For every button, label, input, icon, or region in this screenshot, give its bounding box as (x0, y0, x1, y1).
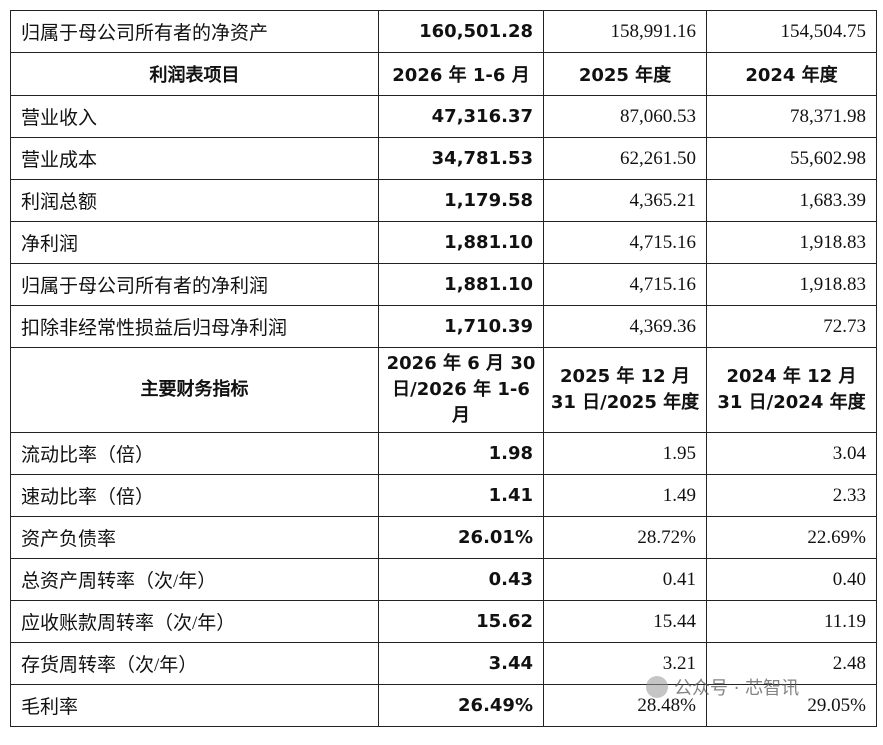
cell: 78,371.98 (706, 95, 877, 138)
cell: 2025 年度 (543, 52, 707, 96)
cell: 2026 年 6 月 30 日/2026 年 1-6 月 (378, 347, 544, 433)
cell: 0.43 (378, 558, 544, 601)
cell: 22.69% (706, 516, 877, 559)
cell: 归属于母公司所有者的净资产 (10, 10, 379, 53)
header-row: 利润表项目 2026 年 1-6 月 2025 年度 2024 年度 (10, 52, 877, 96)
watermark-text: 公众号 · 芯智讯 (674, 678, 800, 699)
table-row: 毛利率 26.49% 28.48% 29.05% (10, 684, 877, 727)
table-row: 归属于母公司所有者的净利润 1,881.10 4,715.16 1,918.83 (10, 263, 877, 306)
cell: 1,918.83 (706, 221, 877, 264)
table-body: 归属于母公司所有者的净资产 160,501.28 158,991.16 154,504… (10, 10, 877, 727)
cell: 1,683.39 (706, 179, 877, 222)
table-row: 利润总额 1,179.58 4,365.21 1,683.39 (10, 179, 877, 222)
table-row: 营业成本 34,781.53 62,261.50 55,602.98 (10, 137, 877, 180)
cell: 资产负债率 (10, 516, 379, 559)
cell: 总资产周转率（次/年） (10, 558, 379, 601)
cell: 存货周转率（次/年） (10, 642, 379, 685)
cell: 55,602.98 (706, 137, 877, 180)
cell: 15.62 (378, 600, 544, 643)
cell: 0.40 (706, 558, 877, 601)
cell: 2026 年 1-6 月 (378, 52, 544, 96)
cell: 1.49 (543, 474, 707, 517)
financial-table: 归属于母公司所有者的净资产 160,501.28 158,991.16 154,504… (10, 10, 877, 727)
cell: 速动比率（倍） (10, 474, 379, 517)
table-row: 流动比率（倍） 1.98 1.95 3.04 (10, 432, 877, 475)
cell: 87,060.53 (543, 95, 707, 138)
cell: 34,781.53 (378, 137, 544, 180)
cell: 2024 年 12 月 31 日/2024 年度 (706, 347, 877, 433)
cell: 流动比率（倍） (10, 432, 379, 475)
cell: 72.73 (706, 305, 877, 348)
cell: 营业成本 (10, 137, 379, 180)
cell: 160,501.28 (378, 10, 544, 53)
cell: 3.04 (706, 432, 877, 475)
table-row: 资产负债率 26.01% 28.72% 22.69% (10, 516, 877, 559)
table-row: 扣除非经常性损益后归母净利润 1,710.39 4,369.36 72.73 (10, 305, 877, 348)
cell: 主要财务指标 (10, 347, 379, 433)
table-row: 归属于母公司所有者的净资产 160,501.28 158,991.16 154,504… (10, 10, 877, 53)
header-row: 主要财务指标 2026 年 6 月 30 日/2026 年 1-6 月 2025 年… (10, 347, 877, 433)
cell: 154,504.75 (706, 10, 877, 53)
cell: 3.44 (378, 642, 544, 685)
cell: 1.98 (378, 432, 544, 475)
watermark-icon (646, 676, 668, 698)
cell: 0.41 (543, 558, 707, 601)
table-row: 净利润 1,881.10 4,715.16 1,918.83 (10, 221, 877, 264)
table-row: 速动比率（倍） 1.41 1.49 2.33 (10, 474, 877, 517)
cell: 62,261.50 (543, 137, 707, 180)
table-row: 应收账款周转率（次/年） 15.62 15.44 11.19 (10, 600, 877, 643)
cell: 2.33 (706, 474, 877, 517)
cell: 1,710.39 (378, 305, 544, 348)
cell: 29.05% (706, 684, 877, 727)
cell: 1,881.10 (378, 221, 544, 264)
table-row: 存货周转率（次/年） 3.44 3.21 2.48 (10, 642, 877, 685)
cell: 利润表项目 (10, 52, 379, 96)
cell: 158,991.16 (543, 10, 707, 53)
cell: 26.01% (378, 516, 544, 559)
cell: 毛利率 (10, 684, 379, 727)
cell: 1,881.10 (378, 263, 544, 306)
cell: 15.44 (543, 600, 707, 643)
cell: 2024 年度 (706, 52, 877, 96)
cell: 4,365.21 (543, 179, 707, 222)
cell: 净利润 (10, 221, 379, 264)
cell: 2.48 (706, 642, 877, 685)
cell: 11.19 (706, 600, 877, 643)
cell: 2025 年 12 月 31 日/2025 年度 (543, 347, 707, 433)
cell: 4,715.16 (543, 263, 707, 306)
cell: 26.49% (378, 684, 544, 727)
watermark: 公众号 · 芯智讯 (646, 674, 799, 700)
table-row: 营业收入 47,316.37 87,060.53 78,371.98 (10, 95, 877, 138)
cell: 归属于母公司所有者的净利润 (10, 263, 379, 306)
cell: 47,316.37 (378, 95, 544, 138)
cell: 28.72% (543, 516, 707, 559)
cell: 营业收入 (10, 95, 379, 138)
cell: 1,918.83 (706, 263, 877, 306)
cell: 扣除非经常性损益后归母净利润 (10, 305, 379, 348)
cell: 应收账款周转率（次/年） (10, 600, 379, 643)
cell: 28.48% (543, 684, 707, 727)
cell: 1.41 (378, 474, 544, 517)
cell: 4,715.16 (543, 221, 707, 264)
table-row: 总资产周转率（次/年） 0.43 0.41 0.40 (10, 558, 877, 601)
cell: 利润总额 (10, 179, 379, 222)
cell: 1,179.58 (378, 179, 544, 222)
cell: 1.95 (543, 432, 707, 475)
cell: 4,369.36 (543, 305, 707, 348)
